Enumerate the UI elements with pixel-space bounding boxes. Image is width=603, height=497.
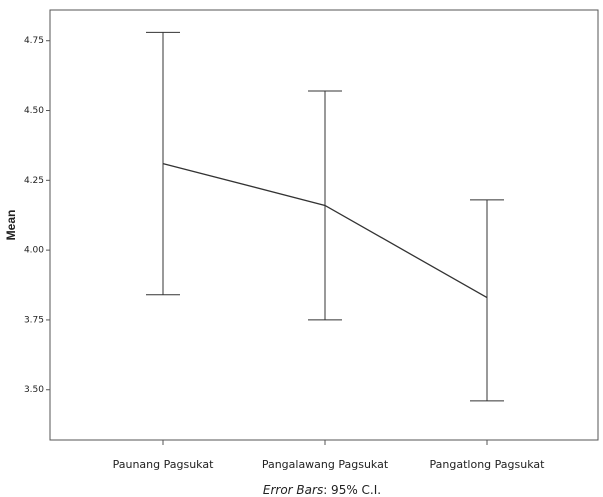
error-bar [470,199,504,402]
y-tick-label: 4.25 [24,176,44,186]
y-tick-label: 4.00 [24,246,44,256]
caption-text: : 95% C.I. [323,483,381,497]
caption-label: Error Bars [263,483,323,497]
y-tick-label: 4.75 [24,36,44,46]
y-tick-label: 4.50 [24,106,44,116]
y-tick-label: 3.50 [24,385,44,395]
x-tick-label: Paunang Pagsukat [113,458,214,471]
y-axis-label: Mean [4,210,18,241]
y-tick-label: 3.75 [24,315,44,325]
caption: Error Bars: 95% C.I. [263,483,381,497]
x-tick-label: Pangatlong Pagsukat [430,458,546,471]
plot-frame [49,9,599,441]
x-tick-label: Pangalawang Pagsukat [262,458,389,471]
mean-line [162,162,488,299]
